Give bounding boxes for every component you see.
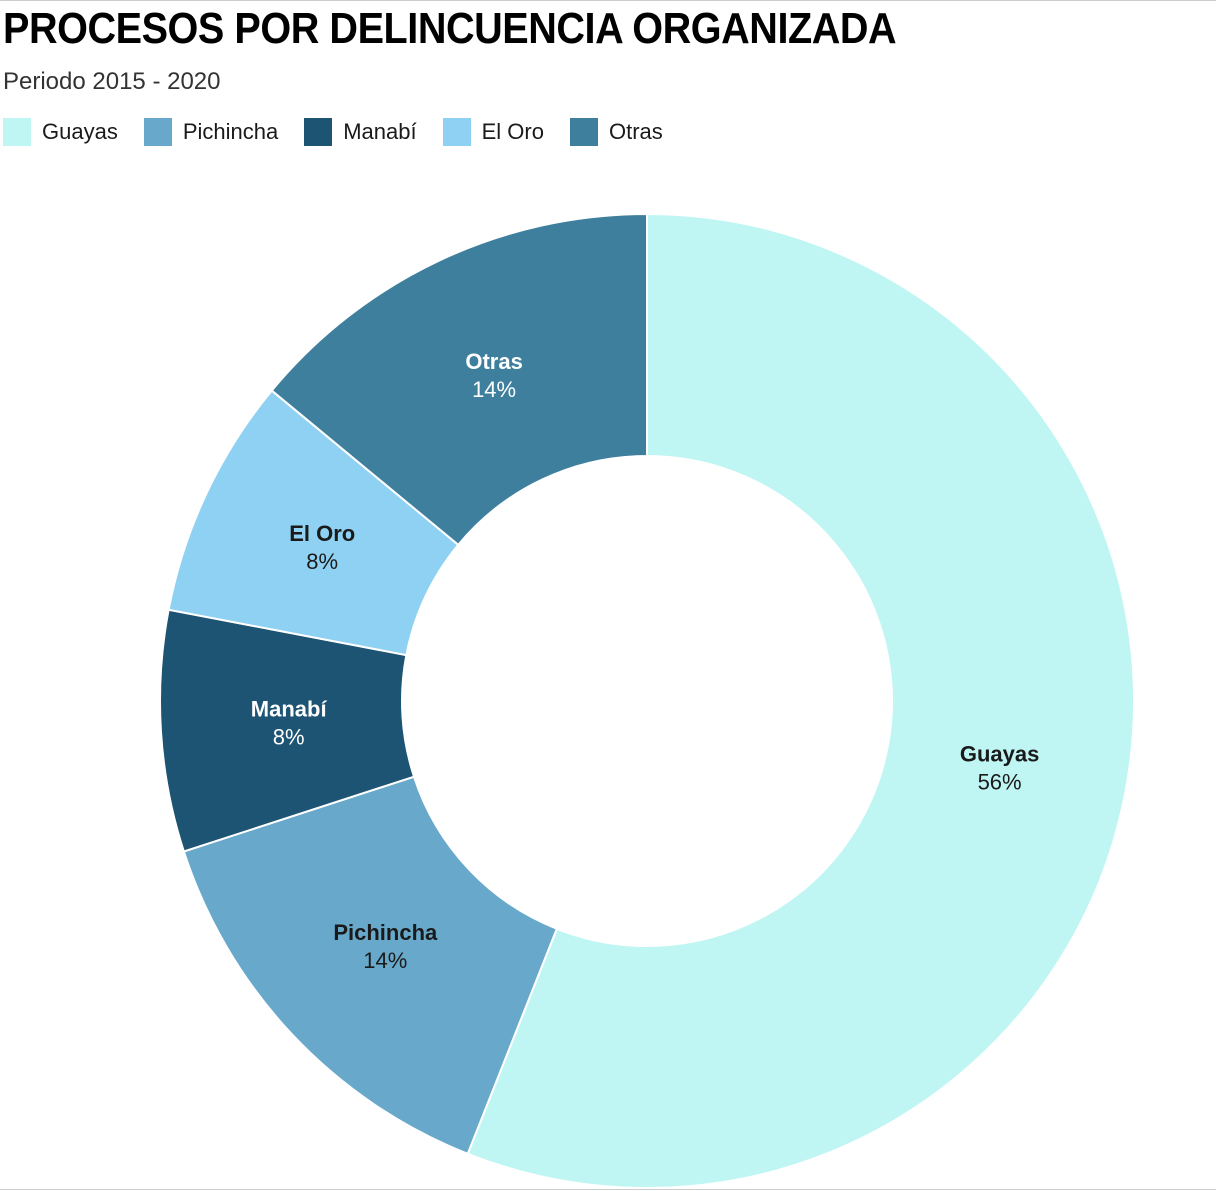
slice-label-manabi: Manabí [251,697,328,722]
slice-percent-otras: 14% [472,377,516,402]
legend-label: Otras [608,118,663,144]
legend-item-otras: Otras [569,117,663,146]
chart-subtitle: Periodo 2015 - 2020 [3,68,221,96]
chart-title: PROCESOS POR DELINCUENCIA ORGANIZADA [3,4,897,53]
legend-label: Manabí [343,118,417,144]
legend-swatch-icon [442,117,471,146]
slice-label-guayas: Guayas [960,741,1040,766]
slice-percent-guayas: 56% [978,769,1022,794]
legend-swatch-icon [143,117,172,146]
legend: Guayas Pichincha Manabí El Oro Otras [3,117,1216,146]
legend-label: Pichincha [182,118,279,144]
slice-percent-el-oro: 8% [306,549,338,574]
donut-slice-pichincha [182,775,559,1156]
legend-swatch-icon [304,117,333,146]
chart-header: PROCESOS POR DELINCUENCIA ORGANIZADA Per… [0,1,1216,146]
slice-percent-manabi: 8% [273,725,305,750]
legend-swatch-icon [3,117,31,146]
donut-slice-guayas [466,212,1135,1189]
slice-percent-pichincha: 14% [363,948,407,973]
legend-item-pichincha: Pichincha [143,117,279,146]
legend-item-manabi: Manabí [304,117,417,146]
legend-label: El Oro [481,118,544,144]
slice-label-otras: Otras [465,349,522,374]
donut-slice-otras [270,212,648,547]
slice-label-pichincha: Pichincha [333,920,438,945]
legend-label: Guayas [42,118,118,144]
legend-item-guayas: Guayas [3,117,118,146]
legend-item-el-oro: El Oro [442,117,544,146]
slice-label-el-oro: El Oro [289,521,355,546]
legend-swatch-icon [569,117,598,146]
